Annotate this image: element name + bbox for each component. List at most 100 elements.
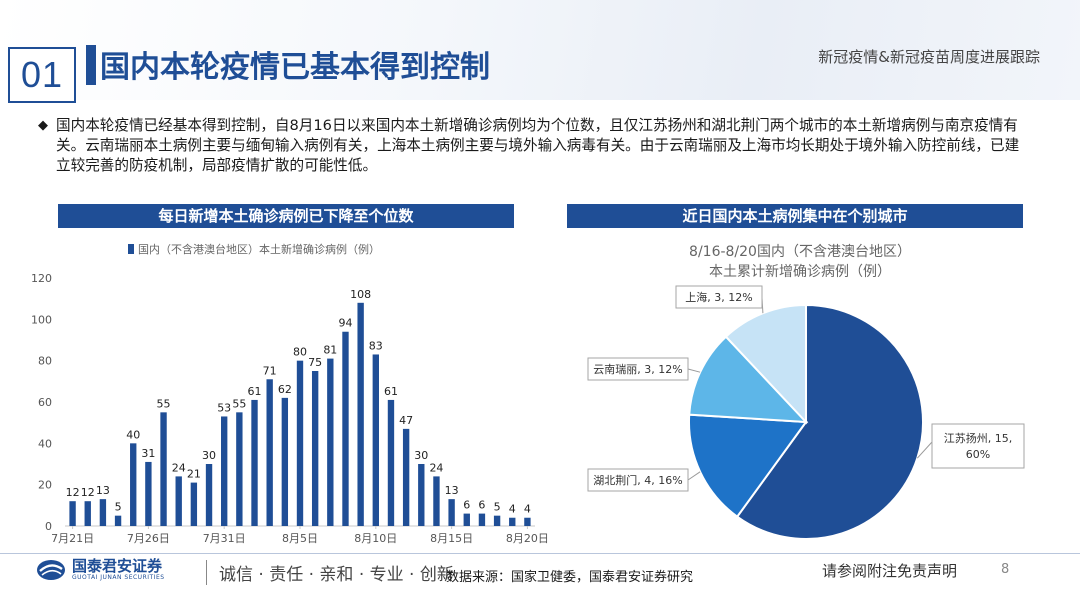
- bar-value-label: 13: [96, 484, 110, 497]
- bar-8月2日: [251, 399, 258, 526]
- bar-8月7日: [327, 358, 334, 526]
- bar-value-label: 12: [66, 486, 80, 499]
- bar-7月25日: [130, 443, 137, 526]
- bar-value-label: 62: [278, 383, 292, 396]
- pie-title-line-2: 本土累计新增确诊病例（例）: [709, 264, 891, 280]
- bar-7月22日: [84, 501, 91, 526]
- pie-label-text: 湖北荆门, 4, 16%: [593, 473, 682, 487]
- page-title: 国内本轮疫情已基本得到控制: [100, 50, 490, 85]
- x-tick-label: 8月20日: [506, 532, 549, 545]
- y-tick-label: 80: [38, 355, 52, 368]
- legend-swatch: [128, 244, 134, 254]
- bar-value-label: 12: [81, 486, 95, 499]
- bar-value-label: 6: [463, 499, 470, 512]
- bar-value-label: 5: [115, 501, 122, 514]
- pie-leader-line: [916, 441, 933, 459]
- bar-value-label: 4: [509, 503, 516, 516]
- bar-8月19日: [509, 517, 516, 526]
- bar-8月4日: [281, 397, 289, 526]
- bar-value-label: 4: [524, 503, 531, 516]
- bar-value-label: 53: [217, 401, 231, 414]
- pie-slice-云南瑞丽: [688, 335, 809, 424]
- bar-8月9日: [357, 302, 364, 526]
- city-cases-pie-chart: 8/16-8/20国内（不含港澳台地区） 本土累计新增确诊病例（例） 江苏扬州, 1…: [587, 244, 1025, 540]
- company-logo: 国泰君安证券 GUOTAI JUNAN SECURITIES: [36, 558, 165, 581]
- bar-7月28日: [175, 476, 182, 526]
- section-number: 01: [8, 47, 76, 103]
- bar-7月30日: [205, 464, 213, 526]
- x-tick-label: 7月26日: [127, 532, 170, 545]
- bar-value-label: 61: [384, 385, 398, 398]
- logo-english-name: GUOTAI JUNAN SECURITIES: [72, 574, 165, 581]
- pie-slice-湖北荆门: [688, 413, 808, 519]
- bar-value-label: 61: [248, 385, 262, 398]
- bar-8月6日: [311, 371, 319, 526]
- bar-7月23日: [99, 499, 107, 526]
- bar-8月20日: [524, 517, 531, 526]
- page-number: 8: [1001, 562, 1010, 577]
- header-background: [0, 0, 1080, 100]
- pie-label-text: 江苏扬州, 15,: [944, 431, 1013, 445]
- bar-value-label: 30: [414, 449, 428, 462]
- bar-value-label: 83: [369, 339, 383, 352]
- bar-8月11日: [387, 399, 395, 526]
- pie-label-box: [587, 468, 689, 492]
- bar-value-label: 21: [187, 468, 201, 481]
- bar-7月31日: [221, 416, 228, 526]
- bar-7月27日: [160, 412, 167, 526]
- bar-8月13日: [418, 464, 425, 526]
- bar-value-label: 31: [141, 447, 155, 460]
- disclaimer-note: 请参阅附注免责声明: [822, 562, 958, 580]
- x-tick-label: 8月10日: [354, 532, 397, 545]
- title-accent-bar: [86, 45, 96, 85]
- logo-chinese-name: 国泰君安证券: [72, 557, 163, 575]
- bar-8月1日: [236, 412, 243, 526]
- y-tick-label: 100: [31, 313, 52, 326]
- bar-value-label: 30: [202, 449, 216, 462]
- x-tick-label: 8月5日: [282, 532, 318, 545]
- data-source: 数据来源：国家卫健委，国泰君安证券研究: [446, 570, 694, 585]
- pie-slice-江苏扬州: [735, 303, 924, 540]
- bar-value-label: 94: [338, 317, 352, 330]
- bar-8月3日: [266, 379, 273, 526]
- bar-7月26日: [145, 461, 152, 526]
- bar-value-label: 24: [172, 461, 186, 474]
- x-tick-label: 7月21日: [51, 532, 94, 545]
- pie-label-box: [587, 357, 689, 381]
- bar-8月14日: [433, 476, 440, 526]
- bar-value-label: 24: [429, 461, 443, 474]
- x-tick-label: 8月15日: [430, 532, 473, 545]
- y-tick-label: 60: [38, 396, 52, 409]
- bar-8月18日: [493, 515, 501, 526]
- bar-8月8日: [342, 331, 349, 526]
- y-tick-label: 20: [38, 479, 52, 492]
- right-panel-header: 近日国内本土病例集中在个别城市: [567, 204, 1023, 228]
- bar-7月24日: [114, 515, 122, 526]
- bar-8月16日: [463, 513, 470, 526]
- pie-slice-上海: [724, 303, 807, 425]
- pie-label-text: 60%: [966, 448, 990, 461]
- bar-value-label: 55: [232, 397, 246, 410]
- bar-8月10日: [372, 354, 379, 526]
- bar-value-label: 80: [293, 346, 307, 359]
- bar-value-label: 47: [399, 414, 413, 427]
- bar-7月21日: [69, 501, 76, 526]
- footer-divider: [0, 553, 1080, 554]
- bar-value-label: 71: [263, 364, 277, 377]
- bar-value-label: 108: [350, 288, 371, 301]
- y-tick-label: 0: [45, 520, 52, 533]
- summary-bullet: ◆ 国内本轮疫情已经基本得到控制，自8月16日以来国内本土新增确诊病例均为个位数…: [38, 116, 1028, 176]
- bar-7月29日: [190, 482, 198, 526]
- bar-8月5日: [296, 360, 304, 526]
- summary-text: 国内本轮疫情已经基本得到控制，自8月16日以来国内本土新增确诊病例均为个位数，且…: [56, 117, 1020, 174]
- pie-label-box: [675, 285, 763, 309]
- bar-8月12日: [402, 428, 410, 526]
- pie-label-text: 云南瑞丽, 3, 12%: [593, 362, 682, 376]
- bar-value-label: 5: [494, 501, 501, 514]
- bar-value-label: 75: [308, 356, 322, 369]
- pie-label-box: [931, 423, 1025, 469]
- bar-8月15日: [448, 499, 455, 526]
- left-panel-header: 每日新增本土确诊病例已下降至个位数: [58, 204, 514, 228]
- bar-value-label: 55: [157, 397, 171, 410]
